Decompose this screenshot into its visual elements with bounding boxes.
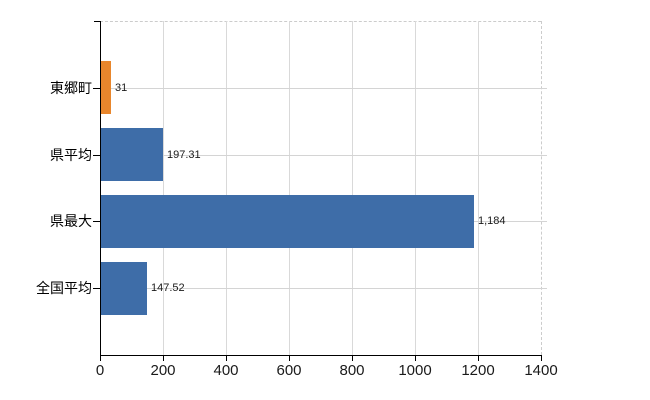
bar-value-label: 31	[115, 81, 128, 94]
bar-value-label: 197.31	[167, 148, 201, 161]
x-tick-label: 1000	[398, 362, 432, 379]
gridline-row	[100, 288, 547, 290]
bar	[101, 128, 163, 182]
y-axis	[100, 21, 101, 360]
x-axis	[100, 355, 542, 356]
gridline-vertical	[478, 21, 479, 355]
category-label: 県平均	[50, 146, 92, 163]
gridline-vertical	[415, 21, 416, 355]
x-tick	[100, 356, 101, 361]
x-tick	[163, 356, 164, 361]
x-tick-label: 1400	[524, 362, 558, 379]
bar-value-label: 1,184	[478, 215, 506, 228]
bar	[101, 194, 474, 248]
category-tick	[93, 288, 100, 290]
bar-value-label: 147.52	[151, 282, 185, 295]
gridline-vertical	[289, 21, 290, 355]
x-tick-label: 800	[339, 362, 365, 379]
category-tick	[93, 87, 100, 89]
x-tick	[226, 356, 227, 361]
plot-right-border	[541, 21, 542, 355]
x-tick	[478, 356, 479, 361]
gridline-vertical	[163, 21, 164, 355]
bar	[101, 261, 147, 315]
x-tick	[289, 356, 290, 361]
bar	[101, 61, 111, 115]
x-tick-label: 1200	[461, 362, 495, 379]
category-label: 全国平均	[36, 280, 92, 297]
gridline-row	[100, 87, 547, 89]
x-tick	[415, 356, 416, 361]
category-label: 県最大	[50, 213, 92, 230]
x-tick-label: 0	[95, 362, 105, 379]
gridline-vertical	[226, 21, 227, 355]
gridline-vertical	[352, 21, 353, 355]
x-tick	[352, 356, 353, 361]
category-tick	[93, 221, 100, 223]
x-tick	[541, 356, 542, 361]
x-tick-label: 200	[150, 362, 176, 379]
x-tick-label: 600	[276, 362, 302, 379]
x-tick-label: 400	[213, 362, 239, 379]
gridline-row	[100, 154, 547, 156]
category-tick	[93, 154, 100, 156]
plot-top-border	[100, 21, 541, 22]
category-label: 東郷町	[50, 79, 92, 96]
y-axis-top-tick	[94, 21, 100, 22]
